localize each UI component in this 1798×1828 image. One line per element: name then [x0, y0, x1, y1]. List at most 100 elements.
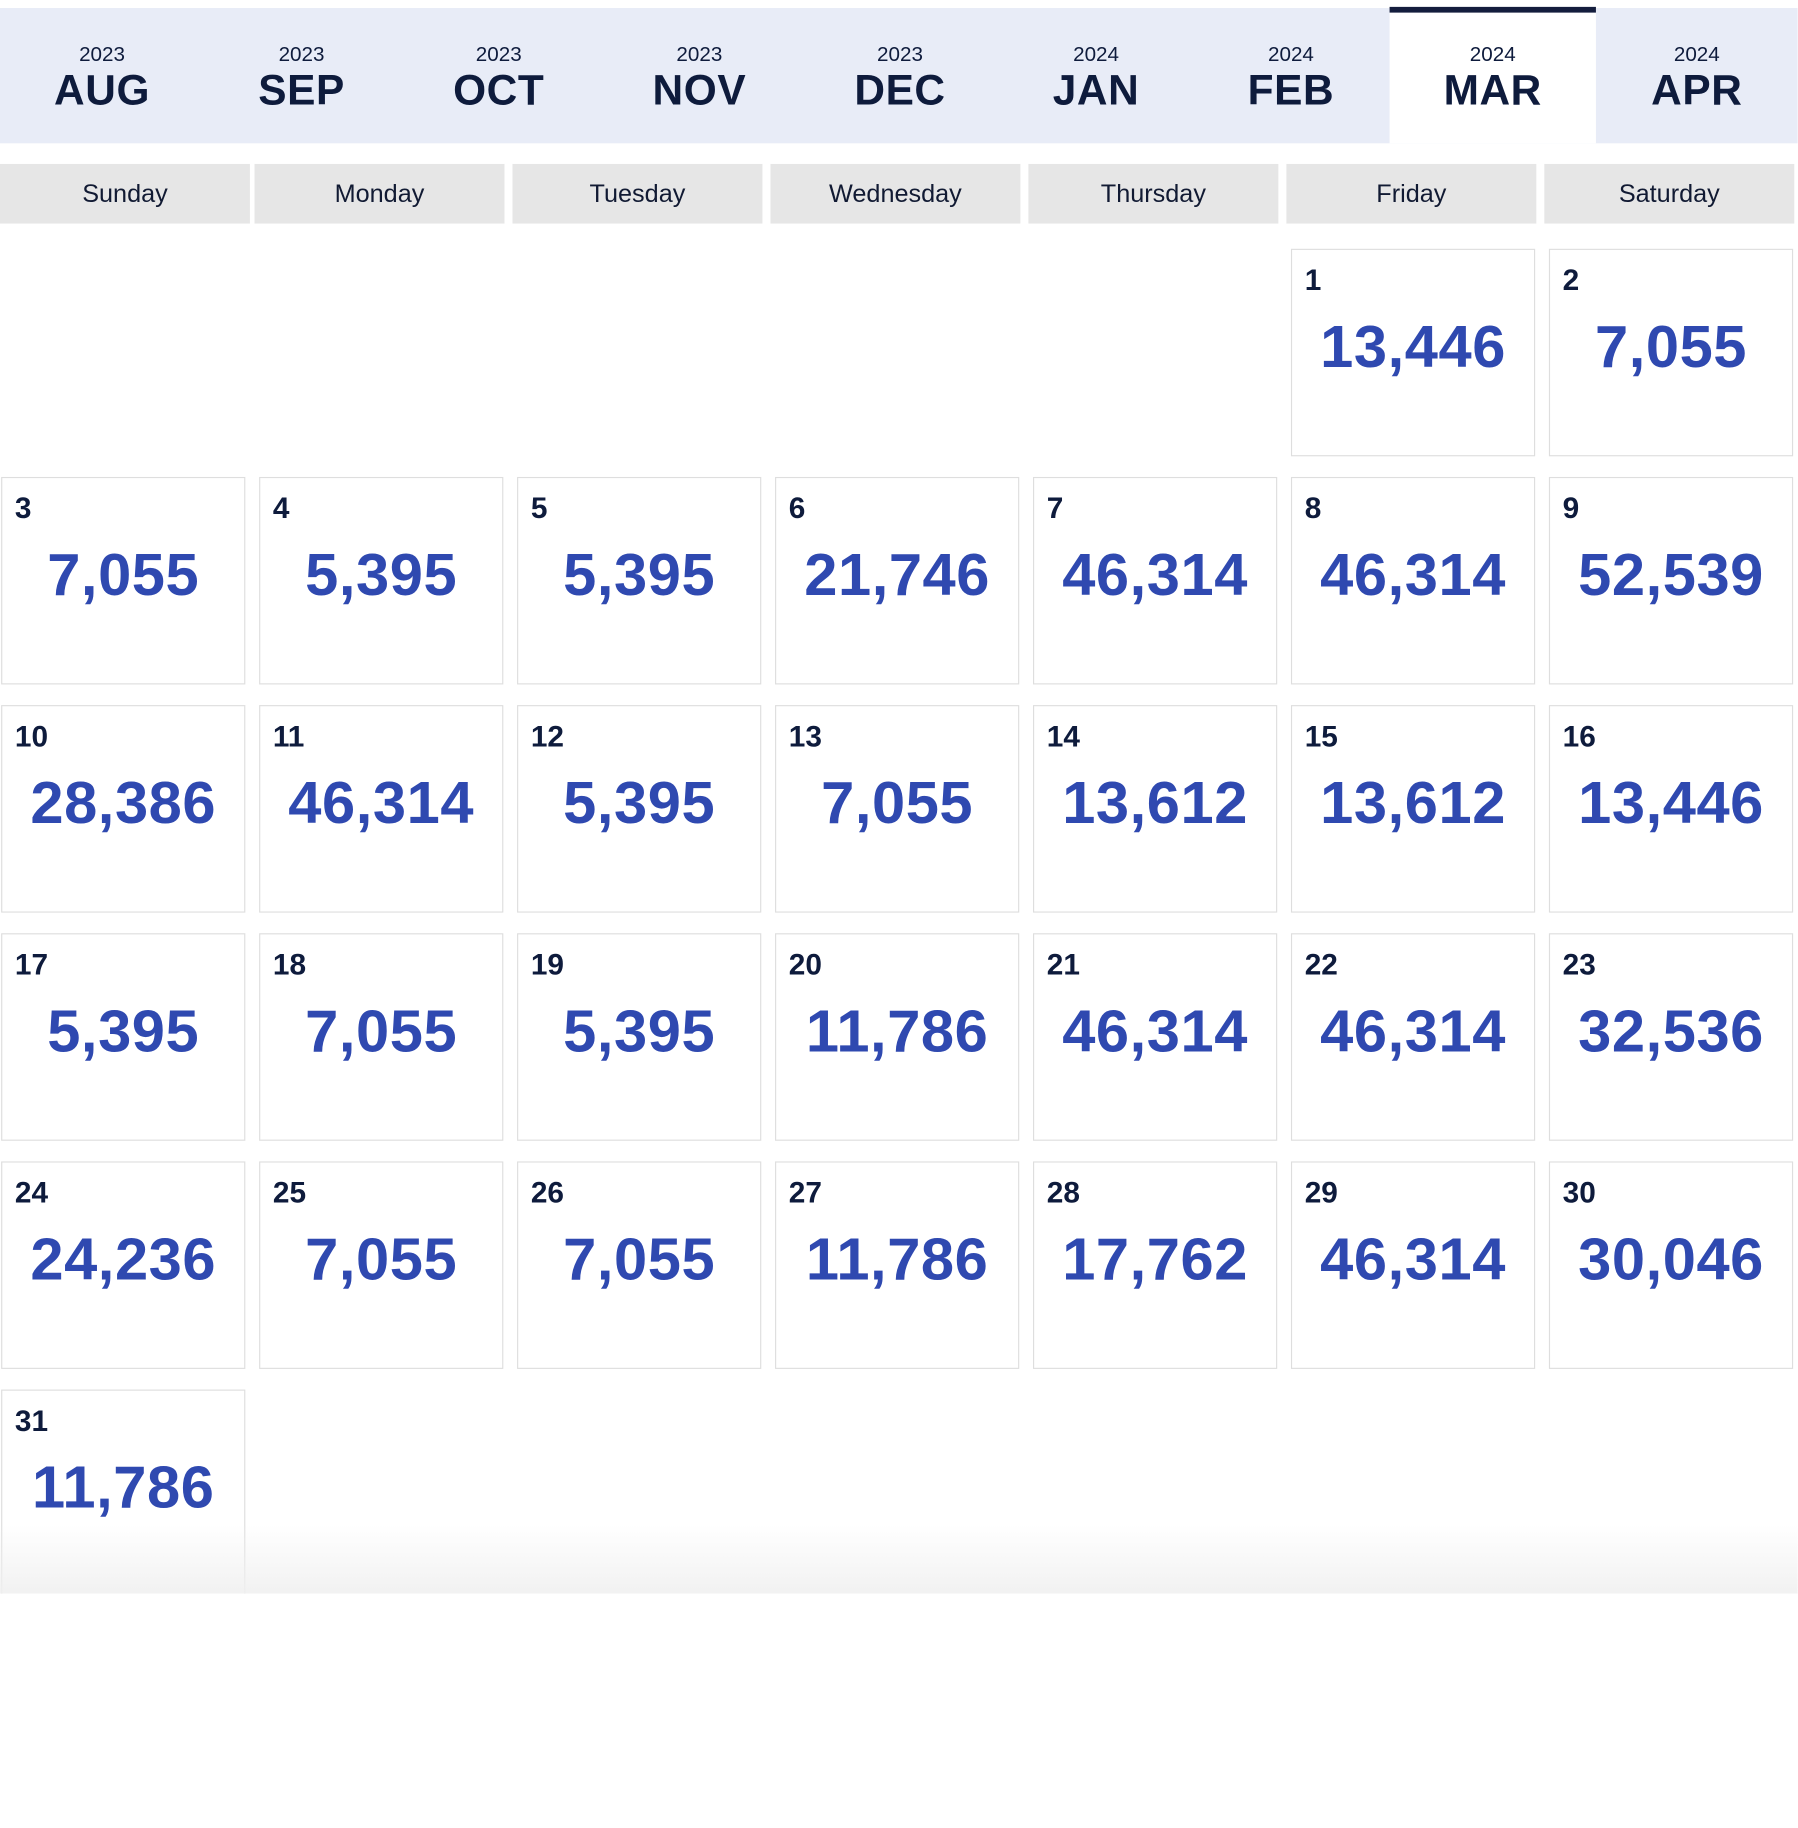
day-number: 27 [788, 1175, 822, 1210]
month-name: AUG [54, 66, 151, 114]
day-cell-5[interactable]: 5 5,395 [517, 476, 762, 685]
day-cell-11[interactable]: 11 46,314 [259, 705, 504, 913]
month-year: 2023 [676, 42, 723, 66]
day-price: 5,395 [563, 770, 716, 837]
day-cell-18[interactable]: 18 7,055 [259, 933, 504, 1141]
month-year: 2024 [1073, 42, 1120, 66]
month-year: 2023 [877, 42, 923, 66]
month-name: FEB [1247, 66, 1335, 114]
day-price: 52,539 [1578, 542, 1764, 609]
day-number: 21 [1046, 947, 1080, 982]
day-price: 7,055 [47, 542, 200, 609]
month-tab-jan[interactable]: 2024 JAN [1000, 8, 1193, 143]
month-year: 2023 [475, 42, 522, 66]
day-cell-27[interactable]: 27 11,786 [775, 1161, 1020, 1369]
month-year: 2024 [1267, 42, 1314, 66]
day-cell-15[interactable]: 15 13,612 [1290, 705, 1536, 913]
day-number: 29 [1304, 1175, 1338, 1210]
day-price: 28,386 [30, 770, 217, 837]
day-cell-17[interactable]: 17 5,395 [1, 933, 246, 1141]
day-number: 16 [1562, 718, 1596, 754]
day-price: 7,055 [563, 1226, 716, 1294]
month-tab-sep[interactable]: 2023 SEP [204, 8, 399, 143]
day-cell-7[interactable]: 7 46,314 [1032, 476, 1278, 685]
day-cell-26[interactable]: 26 7,055 [517, 1161, 762, 1369]
day-price: 5,395 [563, 542, 716, 609]
day-cell-23[interactable]: 23 32,536 [1548, 933, 1794, 1141]
day-price: 46,314 [1320, 542, 1506, 609]
day-price: 21,746 [804, 542, 991, 609]
month-tab-dec[interactable]: 2023 DEC [800, 8, 999, 143]
day-cell-12[interactable]: 12 5,395 [517, 705, 762, 913]
weekday-thursday: Thursday [1028, 163, 1279, 224]
day-cell-19[interactable]: 19 5,395 [517, 933, 762, 1141]
day-price: 5,395 [305, 542, 458, 609]
day-cell-10[interactable]: 10 28,386 [1, 705, 246, 913]
month-year: 2023 [79, 42, 125, 66]
day-cell-29[interactable]: 29 46,314 [1290, 1161, 1536, 1369]
day-cell-6[interactable]: 6 21,746 [775, 476, 1020, 685]
day-number: 19 [530, 947, 564, 982]
day-number: 7 [1046, 490, 1064, 526]
day-cell-25[interactable]: 25 7,055 [259, 1161, 504, 1369]
day-number: 3 [14, 490, 32, 526]
day-price: 5,395 [563, 998, 716, 1066]
month-year: 2024 [1673, 42, 1720, 66]
day-cell-30[interactable]: 30 30,046 [1548, 1161, 1794, 1369]
month-tabs: 2023 AUG 2023 SEP 2023 OCT 2023 NOV 2023… [0, 6, 1798, 144]
month-name: OCT [453, 66, 545, 114]
month-tab-mar[interactable]: 2024 MAR [1389, 6, 1596, 144]
day-number: 31 [14, 1403, 49, 1438]
day-number: 30 [1562, 1175, 1596, 1210]
day-cell-28[interactable]: 28 17,762 [1032, 1161, 1278, 1369]
month-tab-apr[interactable]: 2024 APR [1596, 8, 1798, 143]
day-number: 28 [1046, 1175, 1080, 1210]
day-cell-31[interactable]: 31 11,786 [1, 1389, 246, 1594]
weekday-friday: Friday [1286, 163, 1537, 224]
day-number: 23 [1562, 947, 1596, 982]
bottom-fade [0, 1524, 1798, 1594]
day-cell-16[interactable]: 16 13,446 [1548, 705, 1794, 913]
day-price: 46,314 [1062, 998, 1248, 1066]
weekday-wednesday: Wednesday [770, 163, 1021, 224]
day-price: 30,046 [1578, 1226, 1764, 1294]
month-tab-nov[interactable]: 2023 NOV [598, 8, 800, 143]
day-cell-9[interactable]: 9 52,539 [1548, 476, 1794, 685]
day-price: 7,055 [1594, 314, 1748, 381]
day-price: 5,395 [47, 998, 200, 1066]
day-price: 46,314 [1320, 998, 1506, 1066]
day-cell-4[interactable]: 4 5,395 [259, 476, 504, 685]
day-cell-8[interactable]: 8 46,314 [1290, 476, 1536, 685]
month-tab-feb[interactable]: 2024 FEB [1192, 8, 1389, 143]
day-price: 13,612 [1062, 770, 1248, 837]
day-number: 13 [788, 718, 822, 754]
day-cell-1[interactable]: 1 13,446 [1290, 248, 1536, 457]
day-number: 18 [272, 947, 307, 982]
weekday-sunday: Sunday [0, 163, 250, 224]
day-number: 15 [1304, 718, 1338, 754]
weekday-saturday: Saturday [1544, 163, 1795, 224]
month-tab-aug[interactable]: 2023 AUG [0, 8, 204, 143]
month-tab-oct[interactable]: 2023 OCT [399, 8, 598, 143]
day-cell-24[interactable]: 24 24,236 [1, 1161, 246, 1369]
day-cell-21[interactable]: 21 46,314 [1032, 933, 1278, 1141]
day-number: 24 [14, 1175, 49, 1210]
day-cell-14[interactable]: 14 13,612 [1032, 705, 1278, 913]
day-cell-2[interactable]: 2 7,055 [1548, 248, 1794, 457]
day-cell-3[interactable]: 3 7,055 [1, 476, 246, 685]
day-number: 6 [788, 490, 806, 526]
day-number: 22 [1304, 947, 1338, 982]
day-number: 14 [1046, 718, 1080, 754]
day-price: 13,612 [1320, 770, 1506, 837]
day-cell-13[interactable]: 13 7,055 [775, 705, 1020, 913]
day-price: 24,236 [30, 1226, 217, 1294]
day-number: 5 [530, 490, 548, 526]
day-number: 26 [530, 1175, 564, 1210]
month-name: JAN [1052, 66, 1140, 114]
day-cell-20[interactable]: 20 11,786 [775, 933, 1020, 1141]
day-cell-22[interactable]: 22 46,314 [1290, 933, 1536, 1141]
day-number: 20 [788, 947, 822, 982]
day-number: 1 [1304, 262, 1322, 297]
month-name: SEP [258, 66, 345, 114]
day-price: 11,786 [805, 998, 989, 1066]
